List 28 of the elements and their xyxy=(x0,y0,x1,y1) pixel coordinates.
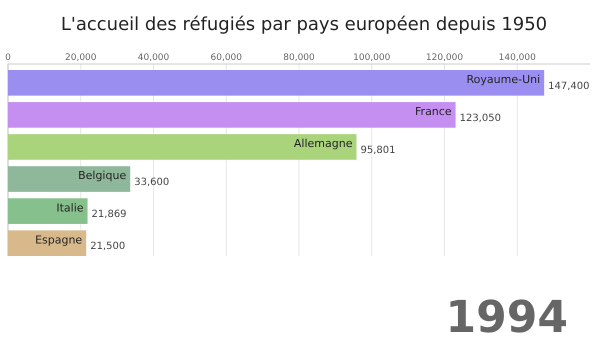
data-label: 147,400 xyxy=(548,80,590,92)
x-tick-label: 0 xyxy=(5,53,12,63)
y-tick-label: Allemagne xyxy=(294,137,353,150)
data-label: 95,801 xyxy=(360,144,396,156)
bar xyxy=(8,70,544,96)
bar xyxy=(8,166,130,192)
y-tick-label: Espagne xyxy=(35,233,82,246)
x-tick-label: 60,000 xyxy=(210,53,242,63)
bar xyxy=(8,198,88,224)
x-tick-label: 20,000 xyxy=(65,53,97,63)
chart-title: L'accueil des réfugiés par pays européen depuis 1950 xyxy=(60,14,548,35)
data-label: 123,050 xyxy=(460,112,501,124)
y-tick-label: Belgique xyxy=(78,169,126,182)
bar xyxy=(8,134,356,160)
bar xyxy=(8,102,456,128)
x-tick-label: 40,000 xyxy=(138,53,170,63)
y-tick-label: Italie xyxy=(56,201,84,214)
bar xyxy=(8,230,86,256)
y-tick-label: France xyxy=(415,105,452,118)
x-tick-label: 120,000 xyxy=(426,53,464,63)
y-tick-label: Royaume-Uni xyxy=(466,73,540,86)
data-label: 33,600 xyxy=(134,177,170,188)
x-tick-label: 100,000 xyxy=(353,53,391,63)
data-label: 21,500 xyxy=(90,241,126,252)
text: 1994 xyxy=(446,292,568,342)
x-tick-label: 140,000 xyxy=(498,53,536,63)
x-tick-label: 80,000 xyxy=(283,53,316,63)
data-label: 21,869 xyxy=(92,209,127,220)
